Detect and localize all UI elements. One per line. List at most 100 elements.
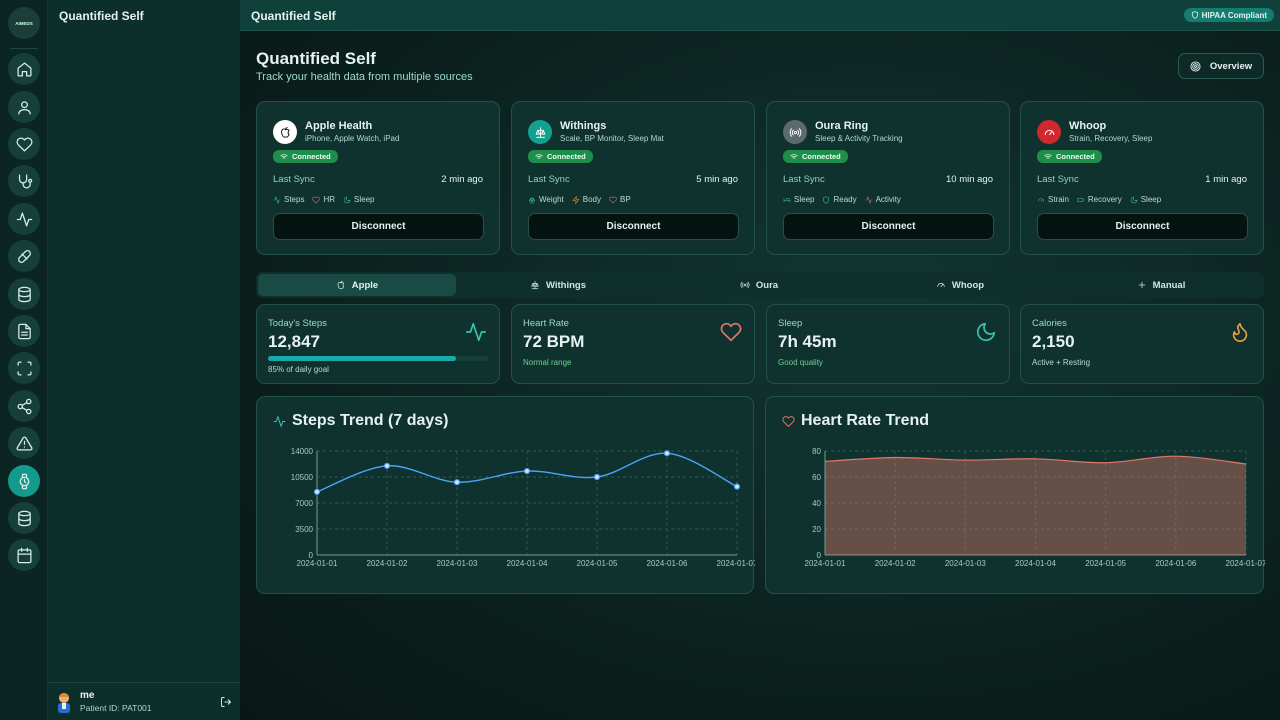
- activity-icon: [865, 195, 872, 204]
- disconnect-button[interactable]: Disconnect: [273, 213, 484, 240]
- nav-alert-button[interactable]: [8, 427, 40, 459]
- y-tick-label: 60: [812, 473, 821, 482]
- activity-icon: [466, 322, 486, 342]
- gauge-icon: [937, 283, 945, 288]
- main-content: Quantified Self Track your health data f…: [240, 31, 1280, 720]
- stat-label: Calories: [1032, 318, 1067, 329]
- sidebar-title: Quantified Self: [59, 9, 144, 23]
- y-tick-label: 3500: [295, 525, 313, 534]
- device-description: Scale, BP Monitor, Sleep Mat: [560, 134, 664, 143]
- tab-label: Apple: [351, 279, 379, 291]
- disconnect-button[interactable]: Disconnect: [1037, 213, 1248, 240]
- metric-label: BP: [620, 195, 631, 204]
- nav-home-button[interactable]: [8, 53, 40, 85]
- watch-icon: [19, 473, 29, 489]
- apple-icon: [280, 126, 290, 138]
- patient-id: Patient ID: PAT001: [80, 702, 152, 713]
- logout-icon[interactable]: [220, 695, 232, 707]
- tab-manual[interactable]: Manual: [1062, 274, 1260, 296]
- metric-label: Weight: [539, 195, 564, 204]
- tab-apple[interactable]: Apple: [258, 274, 456, 296]
- nav-activity-button[interactable]: [8, 203, 40, 235]
- data-point: [663, 450, 671, 457]
- nav-pill-button[interactable]: [8, 240, 40, 272]
- nav-document-button[interactable]: [8, 315, 40, 347]
- metric-tag: Sleep: [783, 195, 814, 204]
- page-subtitle: Track your health data from multiple sou…: [256, 71, 473, 83]
- disconnect-button[interactable]: Disconnect: [528, 213, 739, 240]
- data-point: [453, 479, 461, 486]
- nav-heart-button[interactable]: [8, 128, 40, 160]
- nav-share-button[interactable]: [8, 390, 40, 422]
- nav-watch-button[interactable]: [8, 465, 40, 497]
- metric-label: Body: [582, 195, 601, 204]
- device-description: Strain, Recovery, Sleep: [1069, 134, 1153, 143]
- x-tick-label: 2024-01-04: [1015, 559, 1056, 568]
- wifi-icon: [280, 153, 288, 160]
- device-icon: [1037, 120, 1061, 144]
- metric-label: Strain: [1048, 195, 1069, 204]
- stat-sub: Normal range: [523, 358, 572, 367]
- status-label: Connected: [292, 152, 331, 161]
- moon-icon: [976, 322, 996, 342]
- share-icon: [16, 398, 32, 414]
- last-sync-label: Last Sync: [528, 174, 570, 185]
- metric-label: Sleep: [794, 195, 815, 204]
- moon-icon: [1130, 196, 1138, 203]
- x-tick-label: 2024-01-06: [1155, 559, 1196, 568]
- stat-icon: [1229, 321, 1251, 343]
- tab-oura[interactable]: Oura: [660, 274, 858, 296]
- status-label: Connected: [1056, 152, 1095, 161]
- nav-calendar-button[interactable]: [8, 539, 40, 571]
- shield-icon: [1191, 11, 1198, 19]
- tab-label: Whoop: [951, 279, 985, 291]
- heart-icon: [312, 196, 321, 203]
- nav-stethoscope-button[interactable]: [8, 165, 40, 197]
- nav-user-button[interactable]: [8, 91, 40, 123]
- activity-icon: [16, 211, 32, 227]
- nav-scan-button[interactable]: [8, 352, 40, 384]
- tab-withings[interactable]: Withings: [459, 274, 657, 296]
- target-icon: [1190, 60, 1201, 72]
- stat-card-calories: Calories 2,150 Active + Resting: [1020, 304, 1264, 384]
- progress-fill: [268, 356, 456, 361]
- device-card-apple-health: Apple Health iPhone, Apple Watch, iPad Con…: [256, 101, 500, 255]
- steps-chart-title: Steps Trend (7 days): [292, 412, 449, 429]
- hr-area: [825, 456, 1246, 555]
- metric-tag: BP: [609, 195, 631, 204]
- last-sync-value: 1 min ago: [1205, 174, 1247, 185]
- last-sync-label: Last Sync: [273, 174, 315, 185]
- y-tick-label: 14000: [291, 447, 314, 456]
- plus-icon: [1138, 281, 1145, 289]
- nav-database-button[interactable]: [8, 278, 40, 310]
- metric-tag: Recovery: [1077, 195, 1122, 204]
- user-panel: me Patient ID: PAT001: [48, 682, 240, 720]
- activity-icon: [273, 415, 286, 427]
- overview-label: Overview: [1209, 60, 1253, 72]
- bolt-icon: [572, 195, 580, 204]
- device-icon: [528, 120, 552, 144]
- disconnect-button[interactable]: Disconnect: [783, 213, 994, 240]
- moon-icon: [343, 196, 351, 203]
- metric-tag: Steps: [273, 195, 304, 204]
- device-icon: [273, 120, 297, 144]
- data-point: [383, 462, 391, 469]
- wifi-icon: [1044, 153, 1052, 160]
- y-tick-label: 10500: [291, 473, 314, 482]
- gauge-icon: [1038, 197, 1044, 201]
- stat-card-sleep: Sleep 7h 45m Good quality: [766, 304, 1010, 384]
- scale-icon: [535, 126, 545, 138]
- nav-database-button[interactable]: [8, 502, 40, 534]
- hipaa-badge: HIPAA Compliant: [1183, 8, 1274, 22]
- device-name: Whoop: [1069, 120, 1107, 132]
- x-tick-label: 2024-01-06: [647, 559, 688, 568]
- gauge-icon: [1044, 129, 1054, 135]
- tab-label: Manual: [1152, 279, 1186, 291]
- progress-bar: [268, 356, 489, 361]
- tab-whoop[interactable]: Whoop: [861, 274, 1059, 296]
- app-logo: AIMEDS: [8, 7, 40, 39]
- icon-rail: AIMEDS: [0, 0, 48, 720]
- overview-button[interactable]: Overview: [1178, 53, 1264, 79]
- database-icon: [17, 510, 31, 526]
- heart-icon: [720, 322, 742, 342]
